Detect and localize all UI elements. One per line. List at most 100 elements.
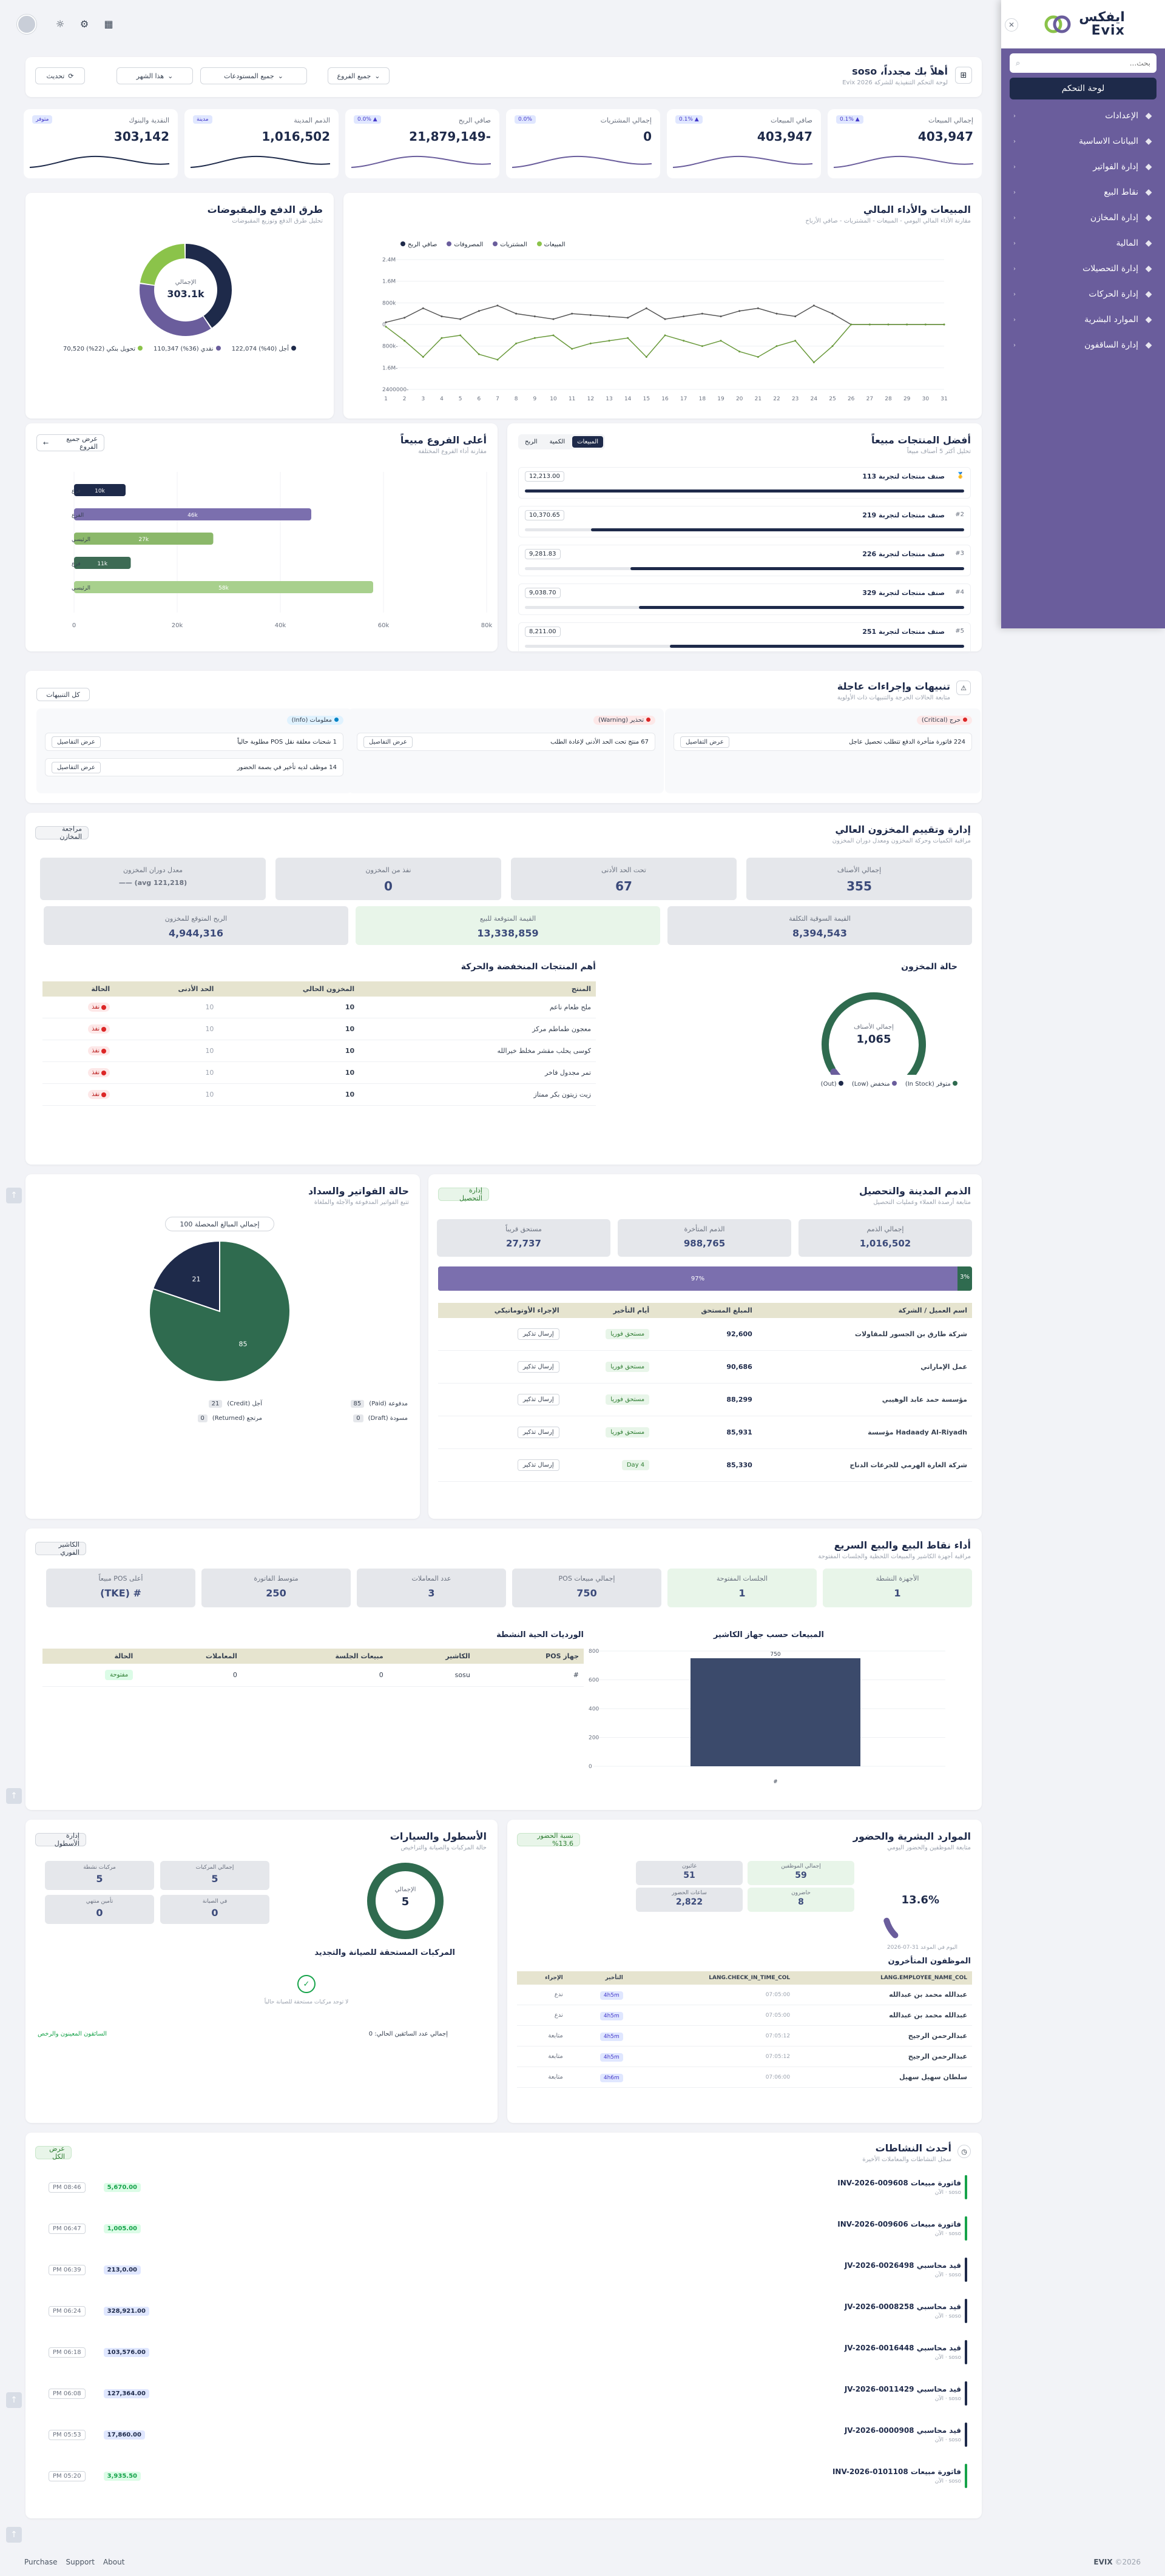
sidebar-item-8[interactable]: ◆ الموارد البشرية ‹: [1001, 307, 1165, 332]
column-header[interactable]: المخزون الحالي: [218, 981, 360, 997]
branch-bar[interactable]: [74, 484, 126, 496]
product-row[interactable]: #2 صنف منتجات لتجربة 219 10,370.65: [518, 506, 971, 537]
sidebar-item-9[interactable]: ◆ إدارة الساقفون ‹: [1001, 332, 1165, 358]
activity-item[interactable]: قيد محاسبي JV-2026-0016448 soso · الآن PM …: [49, 2336, 961, 2368]
legend-item[interactable]: صافي الربح: [400, 241, 437, 248]
table-row[interactable]: Hadaady Al-Riyadh مؤسسة 85,931 مستحق فوريا…: [438, 1416, 972, 1449]
sidebar-search[interactable]: ⌕: [1010, 53, 1157, 73]
send-reminder-button[interactable]: إرسال تذكير: [517, 1459, 559, 1471]
send-reminder-button[interactable]: إرسال تذكير: [517, 1361, 559, 1373]
scroll-up-icon[interactable]: ↑: [6, 1188, 22, 1203]
all-branches-button[interactable]: عرض جميع الفروع ←: [36, 434, 104, 451]
sidebar-item-4[interactable]: ◆ إدارة المخازن ‹: [1001, 205, 1165, 230]
column-header[interactable]: الحد الأدنى: [115, 981, 219, 997]
refresh-button[interactable]: ⟳ تحديث: [35, 67, 85, 84]
qr-icon[interactable]: ▦: [104, 18, 113, 30]
sidebar-item-2[interactable]: ◆ إدارة الفواتير ‹: [1001, 154, 1165, 180]
column-header[interactable]: المنتج: [359, 981, 596, 997]
pos-bar[interactable]: [691, 1658, 860, 1766]
legend-item[interactable]: المصروفات: [447, 241, 483, 248]
branch-bar[interactable]: [74, 508, 311, 520]
table-row[interactable]: سلطان سهيل سهيل 07:06:00 4h6m متابعة: [517, 2067, 972, 2088]
column-header[interactable]: أيام التأخير: [564, 1303, 655, 1318]
column-header[interactable]: LANG.EMPLOYEE_NAME_COL: [795, 1971, 972, 1985]
sidebar-search-input[interactable]: [1024, 59, 1150, 67]
legend-item[interactable]: المبيعات: [536, 241, 566, 248]
activity-item[interactable]: فاتورة مبيعات INV-2026-009606 soso · الآن…: [49, 2213, 961, 2244]
collapse-sidebar-icon[interactable]: ✕: [1005, 18, 1018, 32]
tab-quantity[interactable]: الكمية: [549, 439, 566, 445]
table-row[interactable]: كوسى يحلب مقشر مخلط خيرالله 10 10 نفذ: [42, 1040, 596, 1062]
table-row[interactable]: شركة الغارة الهرمي للجرعات الدناج 85,330 D…: [438, 1448, 972, 1482]
drivers-link[interactable]: السائقون المعينون والرخص: [38, 2031, 107, 2037]
pie-slice[interactable]: [152, 1240, 220, 1313]
table-row[interactable]: عبدالله محمد بن عبدالله 07:05:00 4h5m ندع: [517, 2005, 972, 2026]
view-all-activity-button[interactable]: عرض الكل: [35, 2145, 72, 2161]
scroll-up-icon[interactable]: ↑: [6, 2392, 22, 2408]
activity-item[interactable]: قيد محاسبي JV-2026-0008258 soso · الآن PM …: [49, 2295, 961, 2327]
logo[interactable]: ايفكس Evix: [1041, 10, 1125, 38]
column-header[interactable]: الكاشير: [388, 1649, 475, 1664]
column-header[interactable]: اسم العميل / الشركة: [757, 1303, 972, 1318]
column-header[interactable]: المبلغ المستحق: [654, 1303, 757, 1318]
period-filter[interactable]: ⌄ هذا الشهر: [116, 67, 193, 84]
branch-bar[interactable]: [74, 581, 373, 593]
activity-item[interactable]: فاتورة مبيعات INV-2026-009608 soso · الآن…: [49, 2171, 961, 2203]
activity-item[interactable]: قيد محاسبي JV-2026-0000908 soso · الآن PM …: [49, 2419, 961, 2450]
table-row[interactable]: عبدالرحمن الرجيح 07:05:12 4h5m متابعة: [517, 2046, 972, 2067]
pie-slice[interactable]: [140, 244, 185, 285]
legend-item[interactable]: المشتريات: [493, 241, 527, 248]
product-row[interactable]: 🥇 صنف منتجات لتجربة 113 12,213.00: [518, 467, 971, 499]
column-header[interactable]: الإجراء الأوتوماتيكي: [438, 1303, 564, 1318]
send-reminder-button[interactable]: إرسال تذكير: [517, 1328, 559, 1340]
product-row[interactable]: #5 صنف منتجات لتجربة 251 8,211.00: [518, 622, 971, 654]
table-row[interactable]: معجون طماطم مركز 10 10 نفذ: [42, 1018, 596, 1040]
send-reminder-button[interactable]: إرسال تذكير: [517, 1427, 559, 1438]
grid-icon[interactable]: ⊞: [955, 67, 972, 84]
gear-icon[interactable]: ⚙: [79, 18, 89, 30]
scroll-up-icon[interactable]: ↑: [6, 2527, 22, 2543]
sidebar-item-dashboard[interactable]: لوحة التحكم: [1010, 78, 1157, 99]
alert-details-button[interactable]: عرض التفاصيل: [680, 736, 729, 748]
footer-link-support[interactable]: Support: [66, 2557, 95, 2566]
table-row[interactable]: عبدالله محمد بن عبدالله 07:05:00 4h5m ندع: [517, 1985, 972, 2005]
table-row[interactable]: مؤسسة حمد عابد الوهيبي 88,299 مستحق فوريا إ…: [438, 1383, 972, 1416]
send-reminder-button[interactable]: إرسال تذكير: [517, 1394, 559, 1405]
product-row[interactable]: #3 صنف منتجات لتجربة 226 9,281.83: [518, 545, 971, 576]
review-warehouses-button[interactable]: مراجعة المخازن: [35, 825, 89, 841]
branch-filter[interactable]: ⌄ جميع الفروع: [328, 67, 390, 84]
activity-item[interactable]: فاتورة مبيعات INV-2026-0101108 soso · الآ…: [49, 2460, 961, 2492]
activity-item[interactable]: قيد محاسبي JV-2026-0026498 soso · الآن PM …: [49, 2254, 961, 2285]
warehouse-filter[interactable]: ⌄ جميع المستودعات: [200, 67, 307, 84]
column-header[interactable]: جهاز POS: [474, 1649, 584, 1664]
alert-details-button[interactable]: عرض التفاصيل: [52, 736, 101, 748]
column-header[interactable]: التأخير: [567, 1971, 628, 1985]
table-row[interactable]: عبدالرحمن الرجيح 07:05:12 4h5m متابعة: [517, 2025, 972, 2046]
footer-link-purchase[interactable]: Purchase: [24, 2557, 58, 2566]
footer-link-about[interactable]: About: [103, 2557, 125, 2566]
pie-slice[interactable]: [186, 244, 232, 328]
sun-icon[interactable]: ☼: [55, 18, 65, 30]
avatar[interactable]: [17, 15, 36, 34]
alert-details-button[interactable]: عرض التفاصيل: [52, 761, 101, 773]
tab-profit[interactable]: الربح: [525, 439, 538, 445]
pie-slice[interactable]: [149, 1240, 291, 1382]
activity-item[interactable]: قيد محاسبي JV-2026-0011429 soso · الآن PM …: [49, 2378, 961, 2409]
table-row[interactable]: # sosu 0 0 مفتوحة: [42, 1664, 584, 1687]
column-header[interactable]: مبيعات الجلسة: [241, 1649, 388, 1664]
branch-bar[interactable]: [74, 557, 131, 569]
tab-sales[interactable]: المبيعات: [572, 436, 604, 448]
column-header[interactable]: LANG.CHECK_IN_TIME_COL: [627, 1971, 795, 1985]
column-header[interactable]: المعاملات: [138, 1649, 242, 1664]
fleet-button[interactable]: إدارة الأسطول: [35, 1832, 86, 1848]
product-row[interactable]: #4 صنف منتجات لتجربة 329 9,038.70: [518, 583, 971, 615]
table-row[interactable]: تمر مجدول فاخر 10 10 نفذ: [42, 1061, 596, 1084]
branch-bar[interactable]: [74, 533, 214, 545]
alert-details-button[interactable]: عرض التفاصيل: [363, 736, 413, 748]
scroll-up-icon[interactable]: ↑: [6, 1788, 22, 1804]
sidebar-item-6[interactable]: ◆ إدارة التحصيلات ‹: [1001, 256, 1165, 281]
sidebar-item-3[interactable]: ◆ نقاط البيع ‹: [1001, 180, 1165, 205]
sidebar-item-1[interactable]: ◆ البيانات الاساسية ‹: [1001, 129, 1165, 154]
table-row[interactable]: عمل الإماراتي 90,686 مستحق فوريا إرسال تذكي…: [438, 1350, 972, 1384]
collection-button[interactable]: إدارة التحصيل: [438, 1186, 489, 1202]
